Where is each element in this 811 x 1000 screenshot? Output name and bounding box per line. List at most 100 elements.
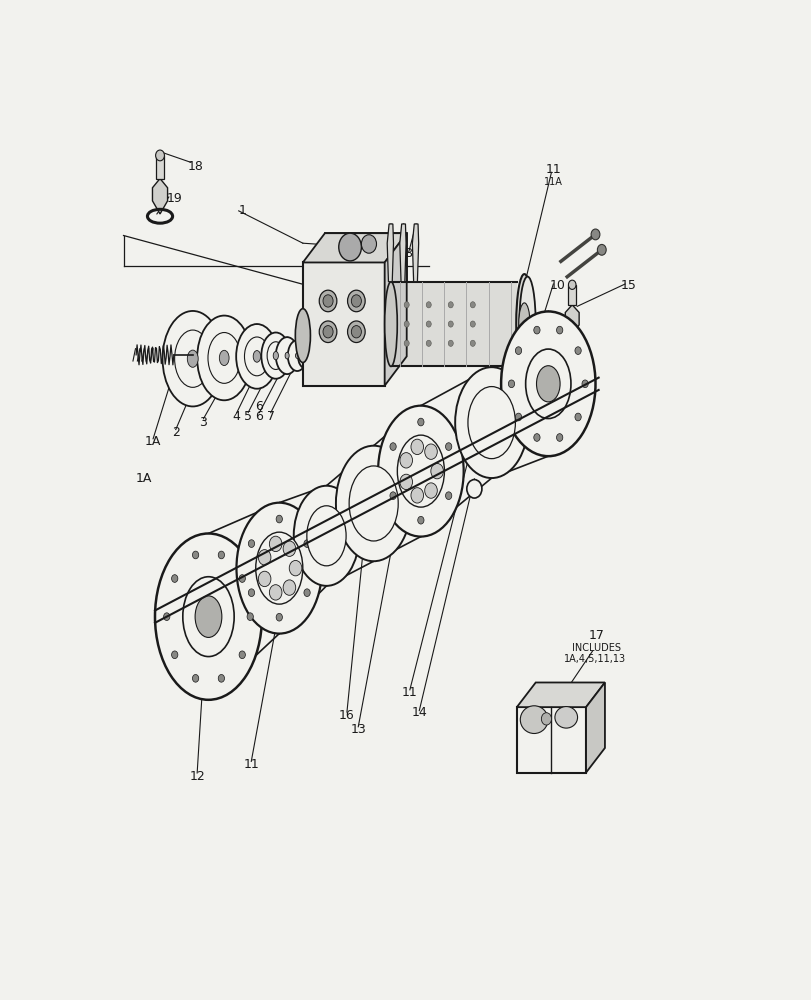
Ellipse shape [261,333,290,379]
Text: 18: 18 [187,160,204,173]
Circle shape [269,585,281,600]
Circle shape [448,340,453,346]
Circle shape [515,347,521,354]
Text: 11A: 11A [543,177,562,187]
Ellipse shape [276,337,298,374]
Text: 7: 7 [267,410,274,423]
Ellipse shape [187,350,198,367]
Ellipse shape [536,366,560,402]
Ellipse shape [287,340,307,371]
Ellipse shape [272,351,278,360]
Circle shape [400,474,412,490]
Circle shape [404,302,409,308]
Circle shape [581,380,587,388]
Circle shape [238,651,245,659]
Ellipse shape [554,707,577,728]
Circle shape [323,295,333,307]
Text: 3: 3 [200,416,207,429]
Circle shape [417,418,423,426]
Polygon shape [586,682,604,773]
Text: KIT: KIT [558,739,578,749]
Circle shape [400,453,412,468]
Bar [568,285,575,305]
Circle shape [426,321,431,327]
Ellipse shape [519,277,535,371]
Ellipse shape [236,324,277,389]
Ellipse shape [219,350,229,366]
Circle shape [470,302,474,308]
Circle shape [533,434,539,441]
Polygon shape [387,224,393,282]
Circle shape [156,150,164,161]
Circle shape [470,321,474,327]
Text: 1A,4,5,11,13: 1A,4,5,11,13 [563,654,625,664]
Ellipse shape [244,337,269,376]
Ellipse shape [384,282,397,366]
Circle shape [410,439,423,455]
Circle shape [445,443,451,450]
Circle shape [426,340,431,346]
Ellipse shape [304,353,307,358]
Polygon shape [516,682,604,707]
Ellipse shape [518,303,530,345]
Circle shape [448,321,453,327]
Circle shape [218,674,225,682]
Circle shape [533,326,539,334]
Polygon shape [399,224,406,282]
Ellipse shape [294,486,358,586]
Ellipse shape [298,343,314,369]
Bar [391,282,517,366]
Ellipse shape [467,387,515,459]
Circle shape [269,536,281,552]
Ellipse shape [378,406,463,537]
Text: 12: 12 [189,770,204,783]
Text: 6: 6 [255,410,263,423]
Text: 6: 6 [255,400,263,413]
Circle shape [303,540,310,547]
Ellipse shape [455,367,527,478]
Circle shape [431,463,443,479]
Text: 19: 19 [166,192,182,205]
Circle shape [351,326,361,338]
Ellipse shape [295,309,310,363]
Circle shape [347,290,365,312]
Circle shape [574,347,581,354]
Circle shape [319,290,337,312]
Circle shape [283,580,295,595]
Text: KIT: KIT [523,739,543,749]
Circle shape [389,443,396,450]
Circle shape [171,575,178,582]
Polygon shape [303,262,384,386]
Text: 11: 11 [545,163,560,176]
Circle shape [248,589,255,597]
Text: 11: 11 [401,686,417,699]
Polygon shape [303,233,406,262]
Circle shape [448,302,453,308]
Text: 8: 8 [404,247,412,260]
Circle shape [426,302,431,308]
Ellipse shape [197,316,251,400]
Ellipse shape [253,351,260,362]
Circle shape [258,550,271,565]
Circle shape [404,321,409,327]
Circle shape [192,674,199,682]
Circle shape [238,575,245,582]
Circle shape [424,483,437,498]
Circle shape [445,492,451,500]
Text: 15: 15 [620,279,636,292]
Circle shape [466,480,481,498]
Text: 17: 17 [587,629,603,642]
Ellipse shape [285,352,289,359]
Polygon shape [152,179,167,214]
Text: 14: 14 [411,706,427,719]
Circle shape [389,492,396,500]
Circle shape [470,340,474,346]
Ellipse shape [155,533,262,700]
Text: 11: 11 [243,758,259,771]
Circle shape [276,613,282,621]
Text: 1A: 1A [136,472,152,485]
Ellipse shape [255,532,303,604]
Text: 9: 9 [392,247,400,260]
Circle shape [258,571,271,587]
Bar [516,707,586,773]
